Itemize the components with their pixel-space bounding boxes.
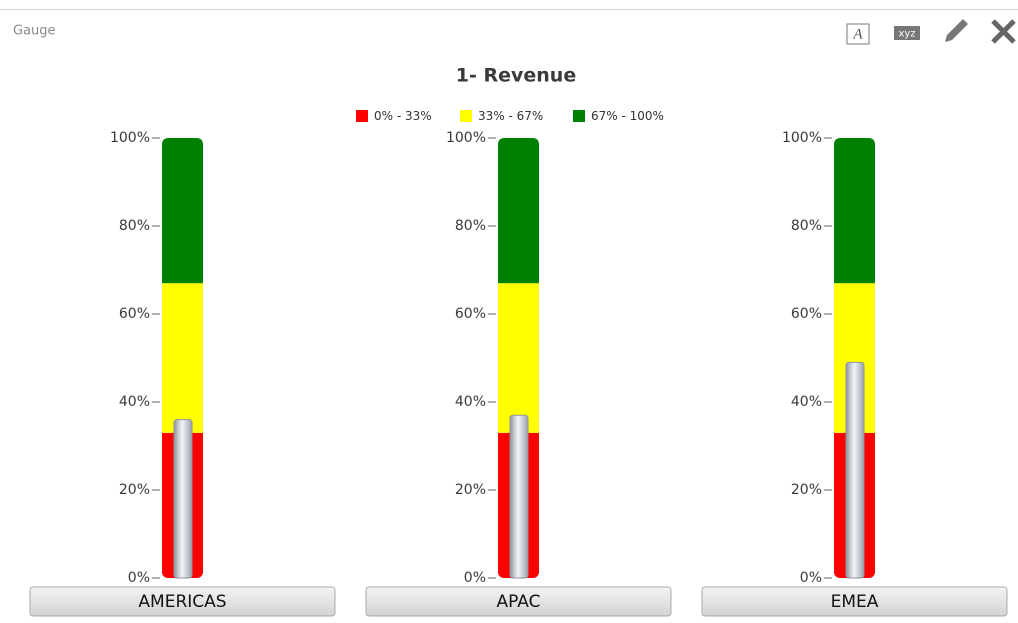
gauge-band: [498, 138, 539, 284]
y-tick-label: 40%: [119, 394, 150, 410]
y-tick-label: 40%: [455, 394, 486, 410]
edit-icon[interactable]: [945, 19, 968, 42]
legend-label: 33% - 67%: [478, 109, 543, 123]
legend-swatch: [356, 110, 368, 122]
y-tick-label: 0%: [464, 570, 486, 586]
y-tick-label: 60%: [455, 306, 486, 322]
text-icon-label[interactable]: A: [852, 26, 863, 42]
needle: [509, 414, 529, 579]
gauge-band: [834, 138, 875, 284]
label-icon[interactable]: [894, 26, 920, 40]
gauge-band: [498, 283, 539, 433]
y-tick-label: 80%: [455, 218, 486, 234]
category-button[interactable]: [365, 586, 672, 617]
category-label[interactable]: AMERICAS: [138, 592, 226, 612]
y-tick-label: 60%: [119, 306, 150, 322]
category-button[interactable]: [701, 586, 1008, 617]
close-icon[interactable]: [991, 19, 1016, 44]
legend-label: 0% - 33%: [374, 109, 432, 123]
legend-swatch: [460, 110, 472, 122]
y-tick-label: 100%: [110, 130, 150, 146]
text-icon[interactable]: [846, 23, 870, 45]
y-tick-label: 60%: [791, 306, 822, 322]
label-icon-label[interactable]: xyz: [898, 29, 915, 40]
category-button[interactable]: [29, 586, 336, 617]
needle: [173, 419, 193, 579]
gauge-band: [162, 138, 203, 284]
legend-swatch: [573, 110, 585, 122]
y-tick-label: 20%: [119, 482, 150, 498]
y-tick-label: 80%: [791, 218, 822, 234]
category-label[interactable]: EMEA: [831, 592, 879, 612]
y-tick-label: 20%: [791, 482, 822, 498]
y-tick-label: 0%: [128, 570, 150, 586]
y-tick-label: 40%: [791, 394, 822, 410]
chart-title: 1- Revenue: [456, 65, 576, 87]
gauge-band: [162, 283, 203, 433]
y-tick-label: 100%: [446, 130, 486, 146]
y-tick-label: 20%: [455, 482, 486, 498]
y-tick-label: 80%: [119, 218, 150, 234]
needle: [845, 361, 865, 579]
legend-label: 67% - 100%: [591, 109, 664, 123]
panel-title: Gauge: [13, 24, 56, 39]
y-tick-label: 100%: [782, 130, 822, 146]
category-label[interactable]: APAC: [497, 592, 541, 612]
y-tick-label: 0%: [800, 570, 822, 586]
